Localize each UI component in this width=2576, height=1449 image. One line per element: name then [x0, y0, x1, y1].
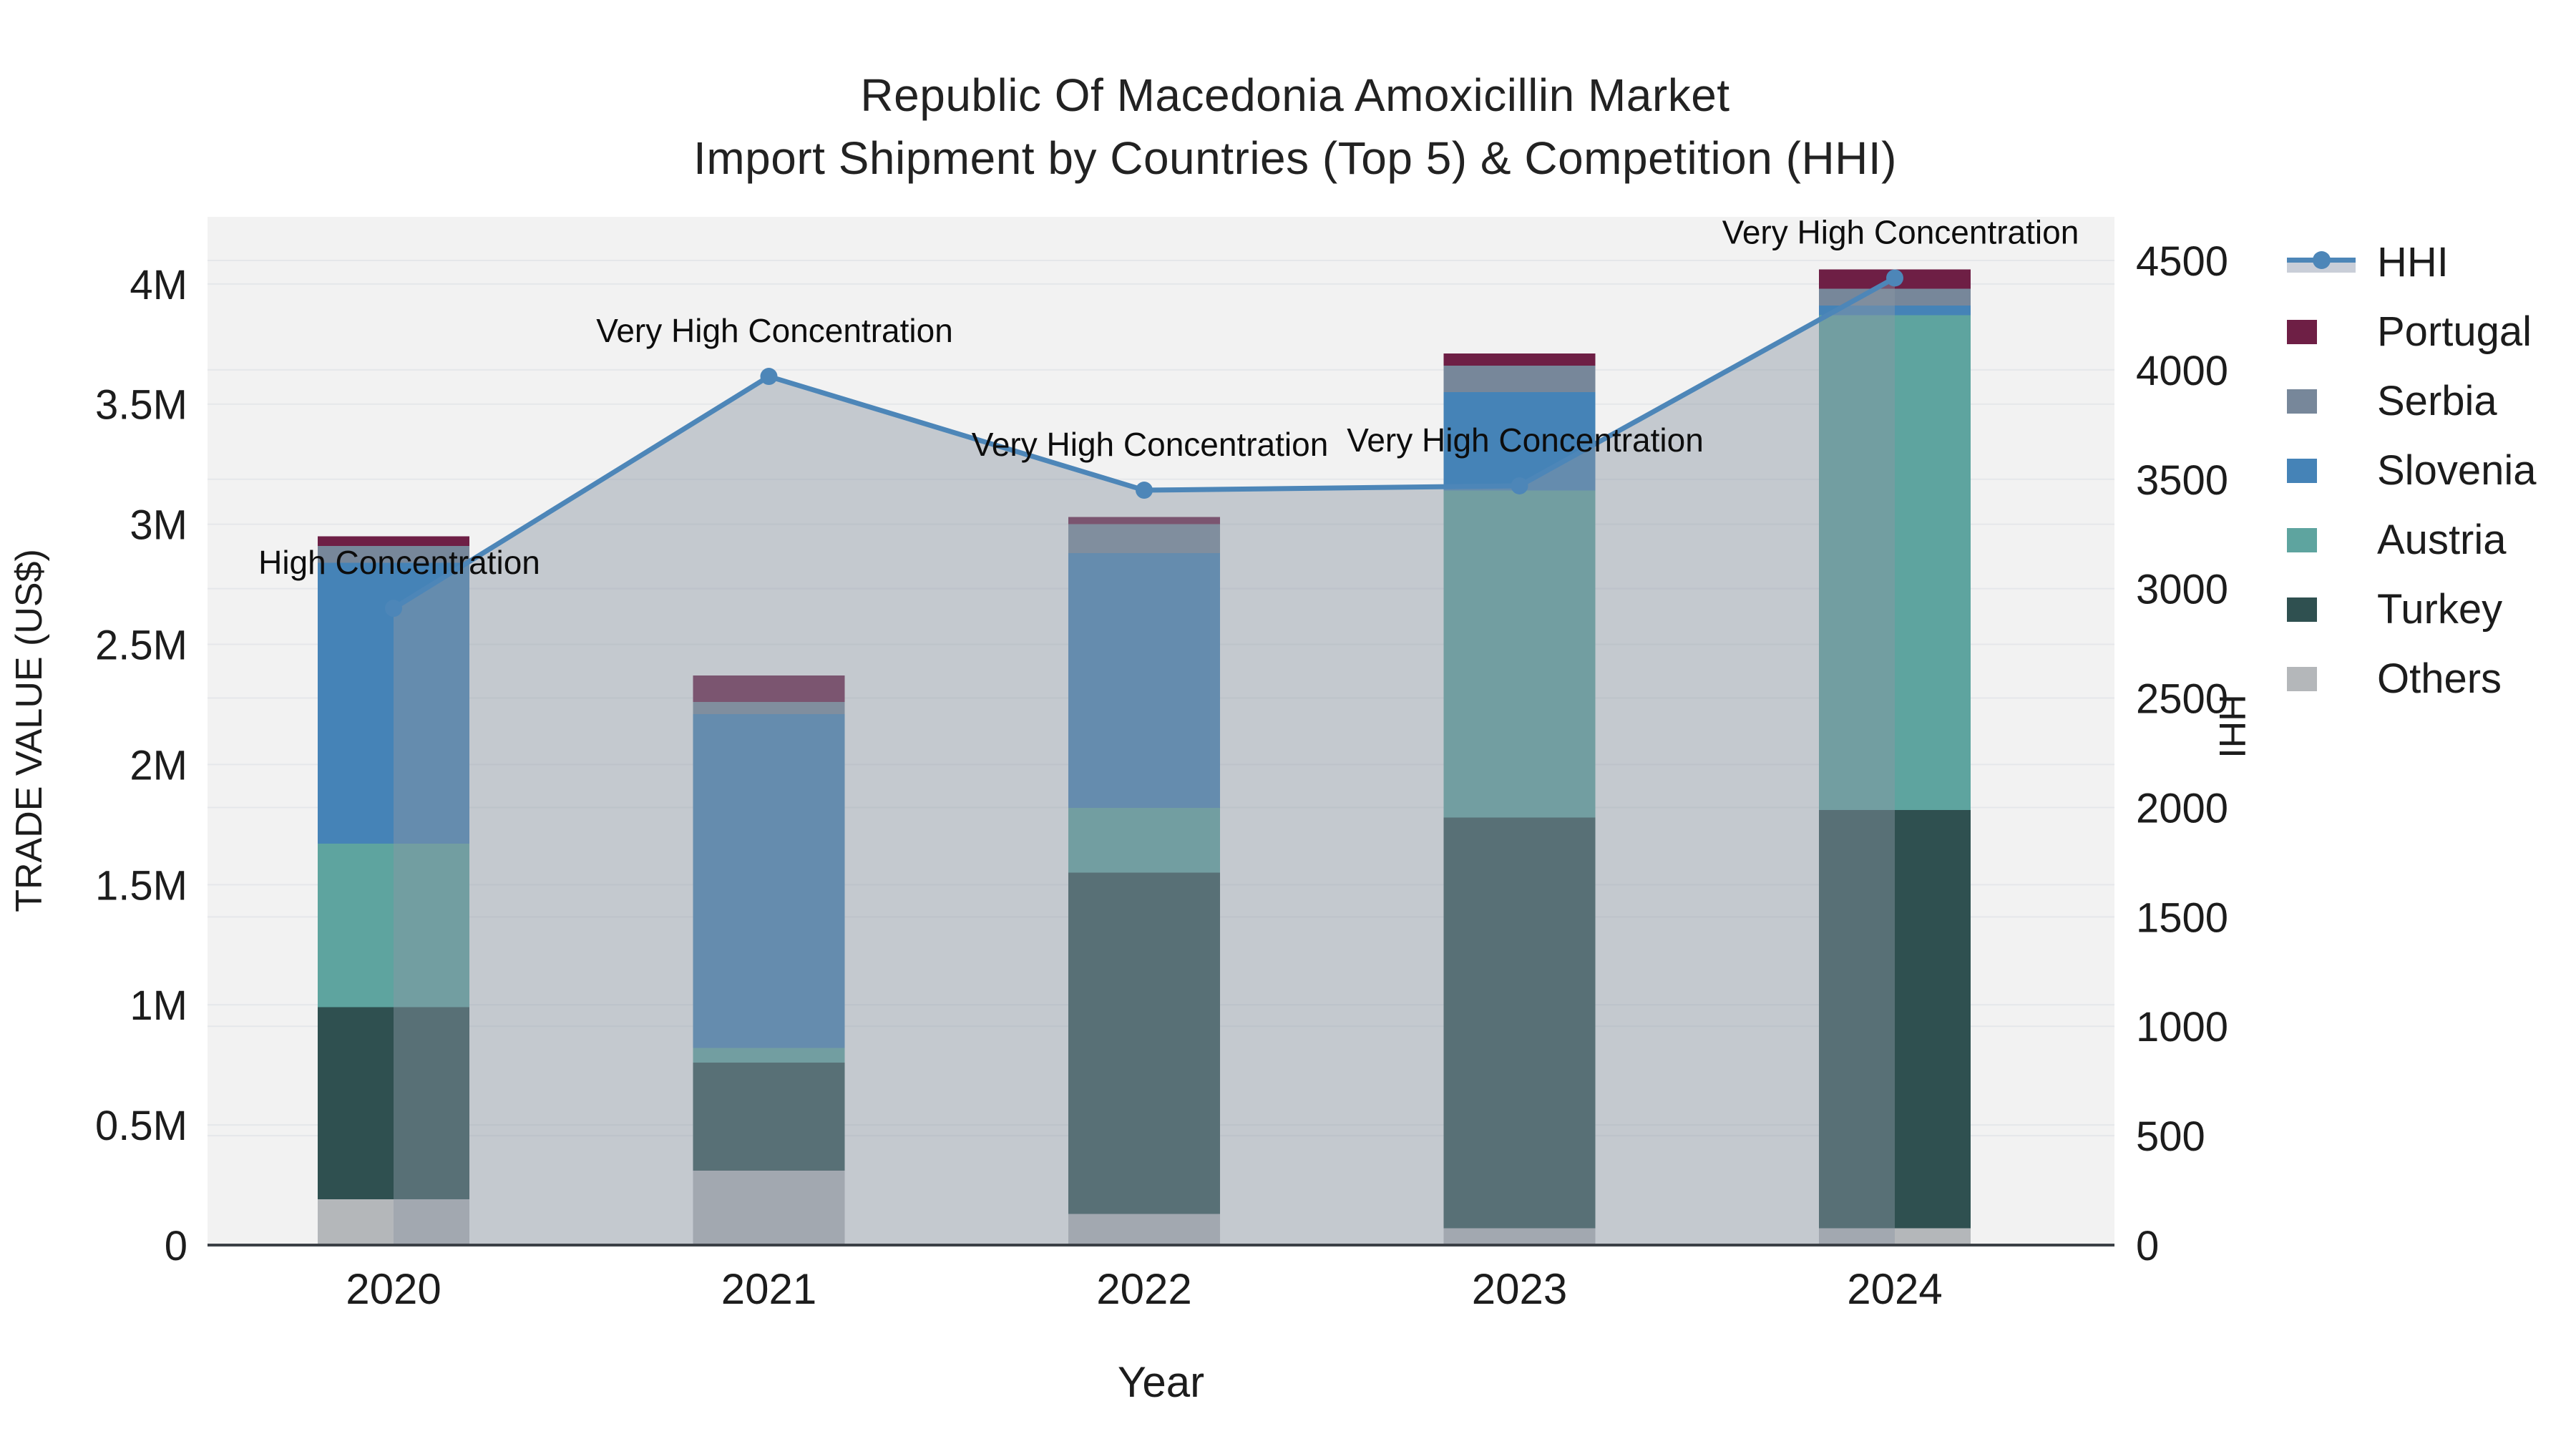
bar-segment-2020-austria	[318, 844, 469, 1008]
hhi-marker-2021	[760, 368, 778, 386]
y-right-tick-0: 0	[2136, 1223, 2159, 1269]
annotation-2023: Very High Concentration	[1347, 421, 1704, 459]
x-axis-title: Year	[1118, 1358, 1204, 1406]
legend-swatch-icon	[2287, 666, 2367, 691]
annotation-2021: Very High Concentration	[596, 312, 953, 349]
y-left-axis-title: TRADE VALUE (US$)	[9, 549, 50, 912]
y-right-tick-8: 4000	[2136, 348, 2228, 394]
bar-segment-2021-serbia	[693, 702, 845, 714]
x-tick-2022: 2022	[1096, 1265, 1191, 1313]
chart-title-line-2: Import Shipment by Countries (Top 5) & C…	[693, 132, 1897, 184]
y-right-tick-1: 500	[2136, 1113, 2205, 1160]
bar-segment-2023-slovenia	[1443, 391, 1596, 491]
y-right-tick-5: 2500	[2136, 676, 2228, 723]
bar-segment-2021-others	[693, 1170, 845, 1245]
y-right-tick-9: 4500	[2136, 238, 2228, 285]
y-right-tick-2: 1000	[2136, 1004, 2228, 1050]
bar-segment-2020-portugal	[318, 536, 469, 546]
bar-segment-2024-slovenia	[1819, 306, 1971, 316]
y-left-tick-3: 1.5M	[95, 862, 187, 909]
y-left-tick-2: 1M	[130, 982, 187, 1029]
bar-segment-2023-austria	[1443, 490, 1596, 818]
legend: HHI Portugal Serbia Slovenia Austria Turkey Ot…	[2287, 228, 2536, 713]
legend-label: Austria	[2377, 517, 2507, 563]
hhi-marker-2024	[1886, 269, 1903, 287]
legend-label: Serbia	[2377, 378, 2497, 424]
annotation-2022: Very High Concentration	[972, 426, 1329, 463]
bar-segment-2023-portugal	[1443, 353, 1596, 366]
x-tick-2021: 2021	[721, 1265, 816, 1313]
hhi-marker-2022	[1136, 482, 1153, 499]
y-right-tick-4: 2000	[2136, 785, 2228, 831]
x-tick-2024: 2024	[1847, 1265, 1942, 1313]
legend-item-turkey[interactable]: Turkey	[2287, 575, 2536, 644]
legend-item-austria[interactable]: Austria	[2287, 505, 2536, 575]
y-right-tick-6: 3000	[2136, 567, 2228, 613]
y-left-tick-1: 0.5M	[95, 1103, 187, 1149]
bar-segment-2021-turkey	[693, 1062, 845, 1171]
legend-swatch-icon	[2287, 527, 2367, 552]
bar-segment-2021-portugal	[693, 675, 845, 703]
bar-segment-2022-others	[1068, 1214, 1220, 1245]
y-right-axis-title: HHI	[2211, 694, 2253, 758]
legend-label: Others	[2377, 655, 2502, 702]
annotation-2024: Very High Concentration	[1722, 213, 2079, 250]
chart-title-line-1: Republic Of Macedonia Amoxicillin Market	[860, 69, 1730, 121]
legend-item-hhi[interactable]: HHI	[2287, 228, 2536, 297]
y-left-tick-5: 2.5M	[95, 623, 187, 669]
legend-item-slovenia[interactable]: Slovenia	[2287, 436, 2536, 505]
y-left-tick-8: 4M	[130, 262, 187, 308]
legend-label: HHI	[2377, 239, 2449, 286]
bar-segment-2024-turkey	[1819, 810, 1971, 1229]
bar-segment-2023-others	[1443, 1228, 1596, 1245]
legend-item-others[interactable]: Others	[2287, 644, 2536, 713]
legend-item-portugal[interactable]: Portugal	[2287, 297, 2536, 366]
bar-segment-2020-others	[318, 1199, 469, 1245]
bar-segment-2022-turkey	[1068, 872, 1220, 1214]
legend-label: Turkey	[2377, 586, 2503, 633]
x-tick-2020: 2020	[346, 1265, 441, 1313]
y-left-tick-4: 2M	[130, 742, 187, 789]
annotation-2020: High Concentration	[258, 544, 540, 581]
legend-swatch-icon	[2287, 389, 2367, 414]
bar-segment-2020-turkey	[318, 1007, 469, 1200]
bar-segment-2020-serbia	[318, 545, 469, 563]
legend-swatch-icon	[2287, 319, 2367, 344]
bar-segment-2023-turkey	[1443, 817, 1596, 1229]
y-right-tick-3: 1500	[2136, 894, 2228, 941]
bar-segment-2024-austria	[1819, 315, 1971, 811]
y-left-tick-7: 3.5M	[95, 382, 187, 429]
bar-segment-2022-portugal	[1068, 517, 1220, 525]
legend-swatch-icon	[2287, 458, 2367, 483]
legend-swatch-icon	[2287, 597, 2367, 622]
bar-segment-2021-slovenia	[693, 713, 845, 1048]
legend-label: Portugal	[2377, 308, 2532, 355]
hhi-marker-2020	[385, 600, 402, 618]
legend-line-marker-icon	[2287, 250, 2367, 275]
legend-item-serbia[interactable]: Serbia	[2287, 366, 2536, 436]
legend-label: Slovenia	[2377, 447, 2537, 494]
bar-segment-2024-others	[1819, 1228, 1971, 1245]
bar-segment-2021-austria	[693, 1048, 845, 1063]
bar-segment-2022-slovenia	[1068, 552, 1220, 808]
hhi-marker-2023	[1511, 477, 1528, 494]
hhi-area-fill	[394, 278, 1895, 1245]
x-tick-2023: 2023	[1472, 1265, 1567, 1313]
y-right-tick-7: 3500	[2136, 457, 2228, 504]
bar-segment-2023-serbia	[1443, 366, 1596, 392]
bar-segment-2022-austria	[1068, 807, 1220, 873]
y-left-tick-0: 0	[165, 1223, 187, 1269]
bar-segment-2022-serbia	[1068, 524, 1220, 553]
y-left-tick-6: 3M	[130, 502, 187, 549]
